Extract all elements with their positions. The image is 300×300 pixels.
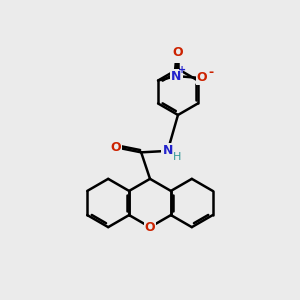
Text: O: O [111, 141, 122, 154]
Text: Cl: Cl [171, 50, 184, 63]
Text: N: N [163, 144, 173, 158]
Text: N: N [171, 70, 182, 83]
Text: O: O [172, 46, 183, 59]
Text: +: + [178, 64, 186, 75]
Text: -: - [208, 66, 213, 79]
Text: O: O [196, 71, 207, 84]
Text: O: O [145, 220, 155, 234]
Text: H: H [173, 152, 181, 162]
